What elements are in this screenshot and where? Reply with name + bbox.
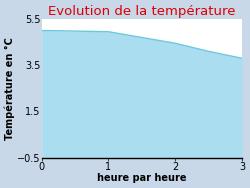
Title: Evolution de la température: Evolution de la température [48,5,236,18]
Y-axis label: Température en °C: Température en °C [5,37,15,140]
X-axis label: heure par heure: heure par heure [97,173,186,183]
